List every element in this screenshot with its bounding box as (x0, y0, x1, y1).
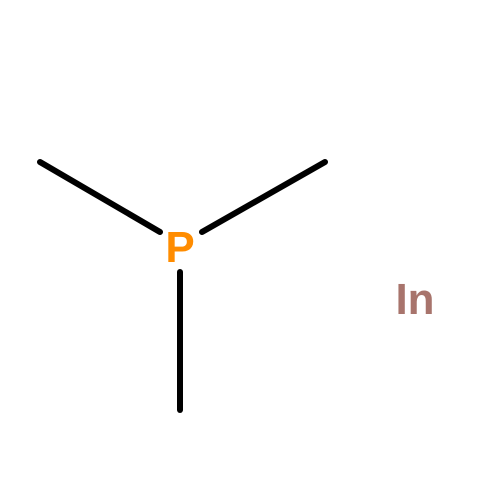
bond-line (40, 162, 160, 232)
atom-label-phosphorus: P (165, 223, 194, 273)
bond-line (202, 162, 325, 232)
atom-label-indium: In (395, 275, 434, 325)
molecule-canvas (0, 0, 500, 500)
